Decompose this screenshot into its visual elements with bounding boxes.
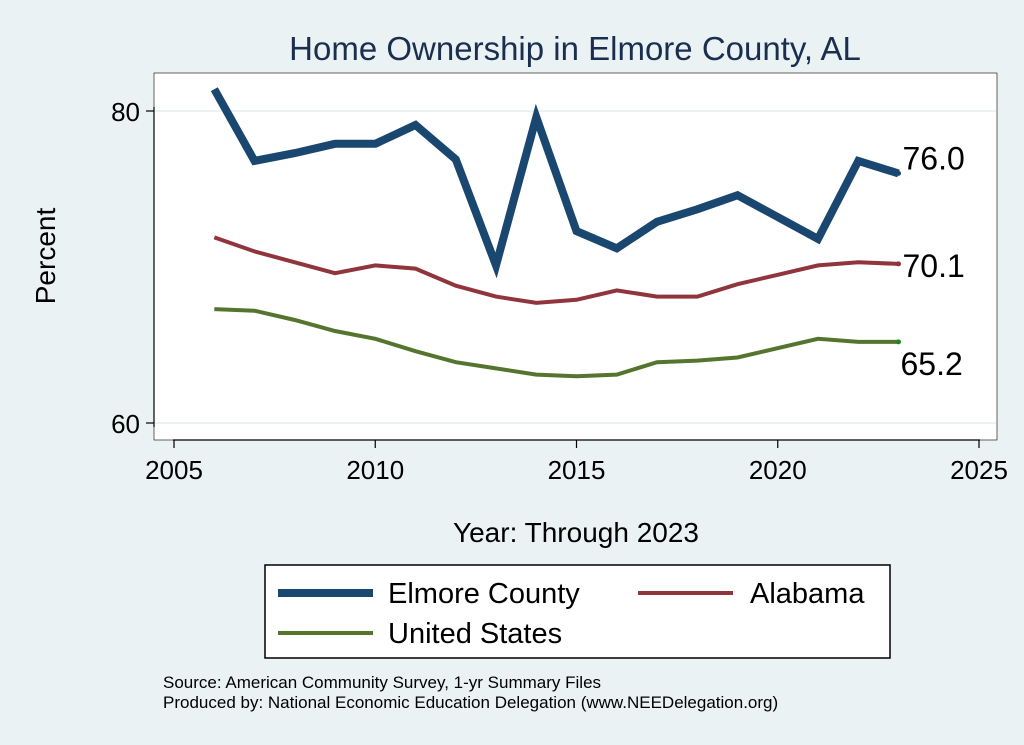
x-tick-label-2015: 2015 — [548, 455, 606, 485]
end-label-united-states: 65.2 — [901, 346, 963, 382]
axes: 60 80 2005 2010 2015 2020 2025 — [111, 97, 1008, 485]
grid — [155, 110, 996, 424]
end-label-elmore-county: 76.0 — [903, 140, 965, 176]
plot-area — [153, 72, 998, 441]
y-tick-label-80: 80 — [111, 97, 140, 127]
series-line-elmore-county — [210, 87, 900, 279]
y-axis-label: Percent — [30, 208, 61, 305]
y-tick-label-60: 60 — [111, 409, 140, 439]
series-line-alabama — [213, 235, 899, 305]
end-labels: 76.0 70.1 65.2 — [901, 140, 965, 381]
legend-box — [264, 564, 891, 659]
x-tick-label-2005: 2005 — [145, 455, 203, 485]
series-group — [210, 87, 901, 379]
series-end-point-united-states — [896, 339, 901, 345]
legend-label-united-states: United States — [388, 618, 562, 650]
x-tick-label-2025: 2025 — [950, 455, 1008, 485]
legend: Elmore County Alabama United States — [264, 564, 891, 659]
x-axis-label: Year: Through 2023 — [453, 517, 699, 548]
produced-note: Produced by: National Economic Education… — [163, 693, 778, 712]
series-end-point-elmore-county — [896, 170, 901, 176]
end-label-alabama: 70.1 — [903, 248, 965, 284]
source-note: Source: American Community Survey, 1-yr … — [163, 673, 601, 692]
legend-label-alabama: Alabama — [750, 578, 865, 610]
series-line-united-states — [214, 307, 899, 379]
x-tick-label-2020: 2020 — [749, 455, 807, 485]
x-tick-label-2010: 2010 — [346, 455, 404, 485]
series-end-point-alabama — [896, 261, 901, 267]
legend-label-elmore-county: Elmore County — [388, 578, 580, 610]
chart-title: Home Ownership in Elmore County, AL — [289, 30, 861, 67]
